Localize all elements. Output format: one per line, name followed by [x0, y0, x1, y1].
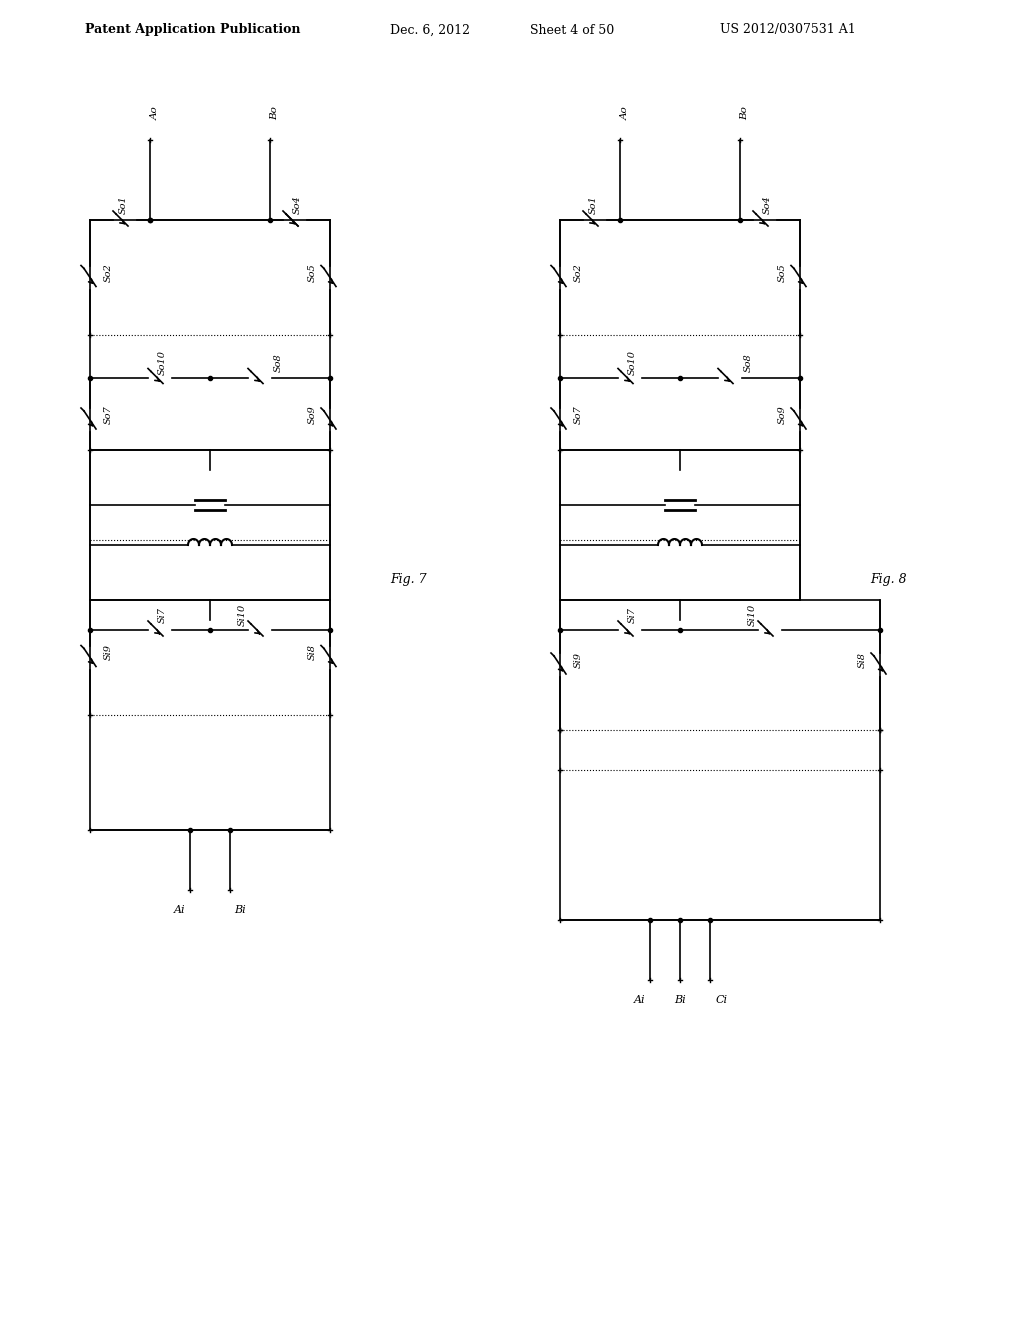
- Bar: [90, 601, 330, 830]
- Text: So5: So5: [307, 263, 316, 282]
- Text: So10: So10: [628, 350, 637, 375]
- Text: Si9: Si9: [573, 652, 583, 668]
- Text: So1: So1: [119, 195, 128, 214]
- Text: So4: So4: [293, 195, 301, 214]
- Text: Bi: Bi: [234, 906, 246, 915]
- Text: Sheet 4 of 50: Sheet 4 of 50: [530, 24, 614, 37]
- Text: So7: So7: [573, 405, 583, 424]
- Text: Si9: Si9: [103, 644, 113, 660]
- Bar: [90, 220, 330, 450]
- Text: So8: So8: [273, 354, 283, 372]
- Text: So9: So9: [777, 405, 786, 424]
- Text: US 2012/0307531 A1: US 2012/0307531 A1: [720, 24, 856, 37]
- Text: Ai: Ai: [174, 906, 185, 915]
- Bar: [560, 450, 800, 601]
- Text: So2: So2: [103, 263, 113, 282]
- Text: So4: So4: [763, 195, 771, 214]
- Text: Ao: Ao: [621, 106, 630, 120]
- Text: So10: So10: [158, 350, 167, 375]
- Text: Si8: Si8: [307, 644, 316, 660]
- Bar: [90, 450, 330, 601]
- Text: So7: So7: [103, 405, 113, 424]
- Bar: [560, 601, 880, 920]
- Text: Dec. 6, 2012: Dec. 6, 2012: [390, 24, 470, 37]
- Bar: [560, 220, 800, 450]
- Text: Ao: Ao: [151, 106, 160, 120]
- Text: Ai: Ai: [634, 995, 646, 1005]
- Text: Si7: Si7: [158, 607, 167, 623]
- Text: Patent Application Publication: Patent Application Publication: [85, 24, 300, 37]
- Text: So8: So8: [743, 354, 753, 372]
- Text: Fig. 7: Fig. 7: [390, 573, 427, 586]
- Text: Si8: Si8: [857, 652, 866, 668]
- Text: Ci: Ci: [716, 995, 728, 1005]
- Text: So1: So1: [589, 195, 597, 214]
- Text: Si7: Si7: [628, 607, 637, 623]
- Text: Bo: Bo: [740, 106, 750, 120]
- Text: Si10: Si10: [748, 603, 757, 626]
- Text: Fig. 8: Fig. 8: [870, 573, 906, 586]
- Text: Bo: Bo: [270, 106, 280, 120]
- Text: So9: So9: [307, 405, 316, 424]
- Text: So5: So5: [777, 263, 786, 282]
- Text: Bi: Bi: [674, 995, 686, 1005]
- Text: So2: So2: [573, 263, 583, 282]
- Text: Si10: Si10: [238, 603, 247, 626]
